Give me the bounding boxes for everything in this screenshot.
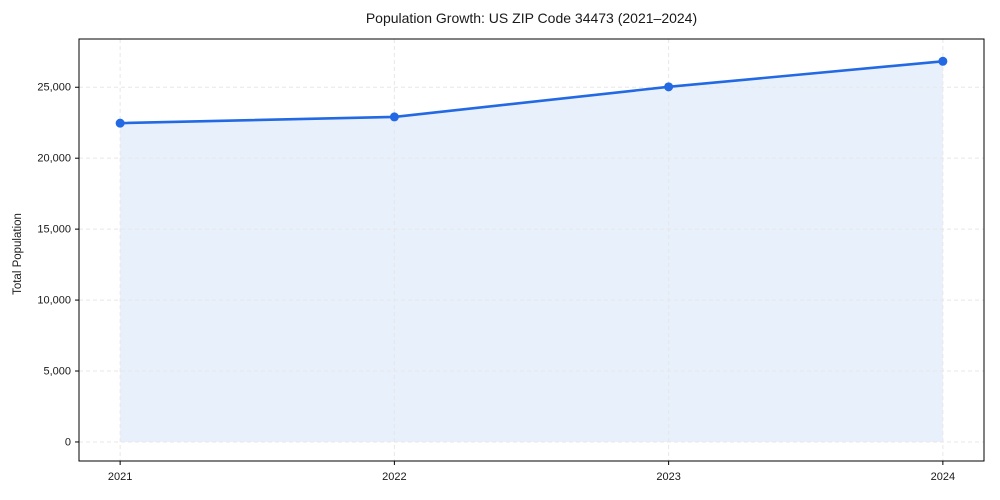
chart-title: Population Growth: US ZIP Code 34473 (20…	[365, 10, 698, 26]
y-tick-label: 0	[65, 436, 71, 448]
plot-border	[78, 38, 985, 462]
x-tick-label: 2022	[382, 471, 406, 483]
y-tick-label: 15,000	[37, 224, 71, 236]
y-tick-label: 25,000	[37, 82, 71, 94]
y-tick-label: 20,000	[37, 153, 71, 165]
x-tick-label: 2024	[931, 471, 955, 483]
area-fill	[120, 61, 943, 442]
data-point-2024	[938, 56, 948, 66]
data-point-2022	[389, 112, 399, 122]
y-tick-label: 5,000	[43, 366, 71, 378]
series-line	[118, 59, 945, 125]
data-point-2023	[664, 82, 674, 92]
x-tick-label: 2021	[108, 471, 132, 483]
y-tick-label: 10,000	[37, 295, 71, 307]
x-tick-label: 2023	[656, 471, 680, 483]
data-point-2021	[115, 118, 125, 128]
